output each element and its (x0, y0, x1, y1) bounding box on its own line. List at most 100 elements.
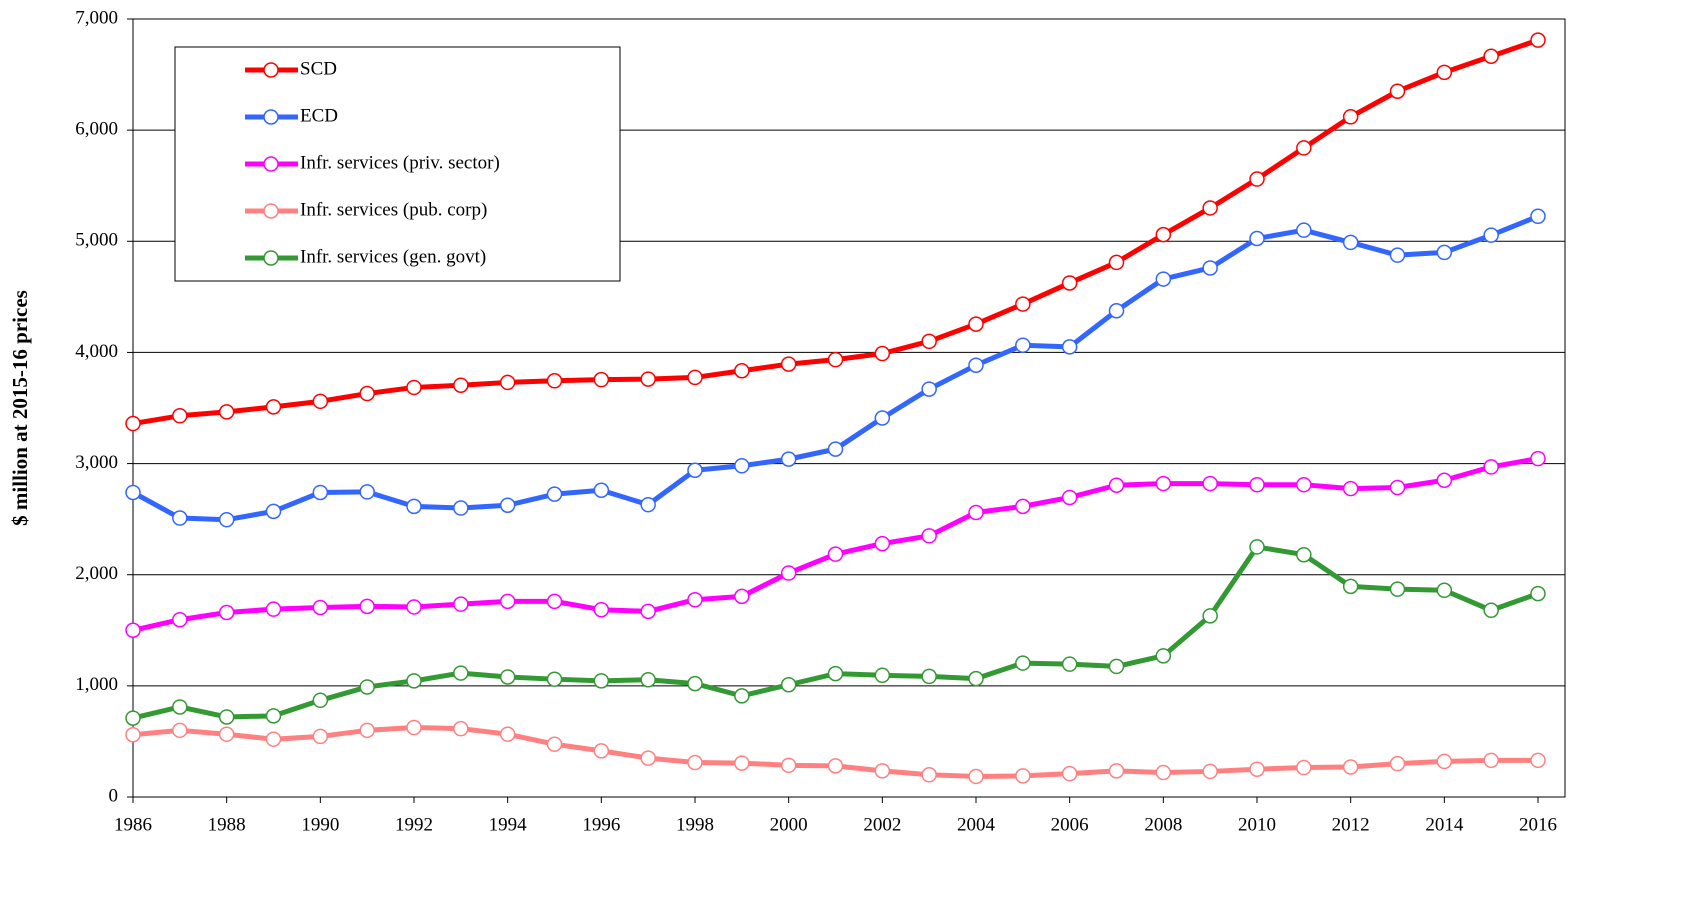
data-point (640, 671, 656, 688)
data-point (499, 593, 516, 610)
x-tick-label: 2000 (770, 814, 808, 835)
x-tick-label: 2012 (1332, 814, 1370, 835)
x-tick-label: 2014 (1425, 814, 1464, 835)
data-point (265, 503, 282, 520)
series-line (132, 544, 1539, 721)
data-point (968, 768, 984, 785)
data-point (687, 369, 703, 386)
data-point (1061, 275, 1078, 291)
data-point (1436, 64, 1453, 81)
data-point (265, 601, 282, 617)
data-point (172, 699, 188, 715)
data-point (1015, 296, 1031, 312)
data-point (593, 482, 610, 498)
data-point (1389, 581, 1406, 597)
y-tick-label: 5,000 (75, 230, 118, 251)
data-point (1202, 475, 1218, 492)
data-point (1015, 655, 1031, 671)
data-point (453, 377, 469, 393)
data-point (921, 528, 937, 544)
data-point (1249, 230, 1265, 247)
data-point (1342, 578, 1359, 595)
data-point (1342, 759, 1359, 775)
data-point (1389, 479, 1406, 496)
data-point (687, 462, 703, 478)
legend-marker (263, 109, 279, 125)
data-point (687, 591, 703, 608)
data-point (874, 763, 891, 779)
data-point (593, 371, 610, 388)
x-tick-label: 2002 (863, 814, 901, 835)
data-point (312, 692, 329, 709)
legend-marker (263, 62, 279, 78)
data-point (1296, 546, 1312, 563)
data-point (640, 750, 656, 766)
data-point (359, 598, 375, 615)
data-point (1249, 171, 1265, 187)
data-point (359, 385, 375, 402)
data-point (218, 511, 235, 528)
data-point (312, 484, 329, 501)
data-point (874, 345, 891, 362)
data-point (780, 565, 797, 581)
data-point (1342, 480, 1359, 497)
data-point (734, 363, 750, 379)
data-point (640, 371, 656, 387)
data-point (172, 408, 188, 424)
data-point (1436, 582, 1453, 599)
data-point (874, 535, 891, 552)
data-point (406, 379, 422, 396)
data-point (827, 665, 844, 682)
data-point (1108, 658, 1125, 675)
y-tick-label: 0 (109, 785, 119, 806)
data-point (640, 496, 656, 513)
data-point (1249, 476, 1265, 493)
data-point (780, 676, 797, 693)
data-point (1015, 768, 1031, 784)
data-point (312, 728, 329, 745)
legend-label: SCD (300, 58, 337, 79)
legend-label: Infr. services (gen. govt) (300, 246, 486, 267)
data-point (1342, 109, 1359, 125)
data-point (827, 546, 844, 562)
data-point (827, 441, 844, 457)
data-point (265, 731, 282, 747)
data-point (1436, 753, 1453, 770)
data-point (593, 673, 610, 689)
data-point (780, 356, 797, 372)
data-point (921, 333, 937, 350)
data-point (546, 593, 563, 610)
x-tick-label: 1994 (489, 814, 528, 835)
data-point (593, 743, 610, 759)
data-point (359, 484, 375, 500)
data-point (265, 399, 282, 415)
data-point (1530, 752, 1546, 769)
data-point (218, 604, 235, 621)
series-line (132, 456, 1539, 633)
data-point (1108, 254, 1125, 271)
data-point (1249, 761, 1265, 777)
data-point (780, 451, 797, 467)
data-point (1155, 475, 1172, 492)
data-point (499, 669, 516, 685)
data-point (1202, 260, 1218, 276)
y-tick-label: 7,000 (75, 7, 118, 28)
legend-marker (263, 203, 279, 219)
data-point (921, 767, 937, 783)
data-point (312, 599, 329, 616)
data-point (1389, 83, 1406, 99)
x-tick-label: 2010 (1238, 814, 1276, 835)
data-point (968, 357, 984, 373)
data-point (640, 603, 656, 620)
data-point (1061, 339, 1078, 355)
data-point (406, 673, 422, 689)
data-point (921, 668, 937, 685)
legend-label: ECD (300, 105, 338, 126)
data-point (1342, 234, 1359, 251)
data-point (734, 588, 750, 605)
data-point (921, 381, 937, 397)
data-point (172, 510, 188, 526)
data-point (499, 497, 516, 513)
data-point (218, 726, 235, 742)
